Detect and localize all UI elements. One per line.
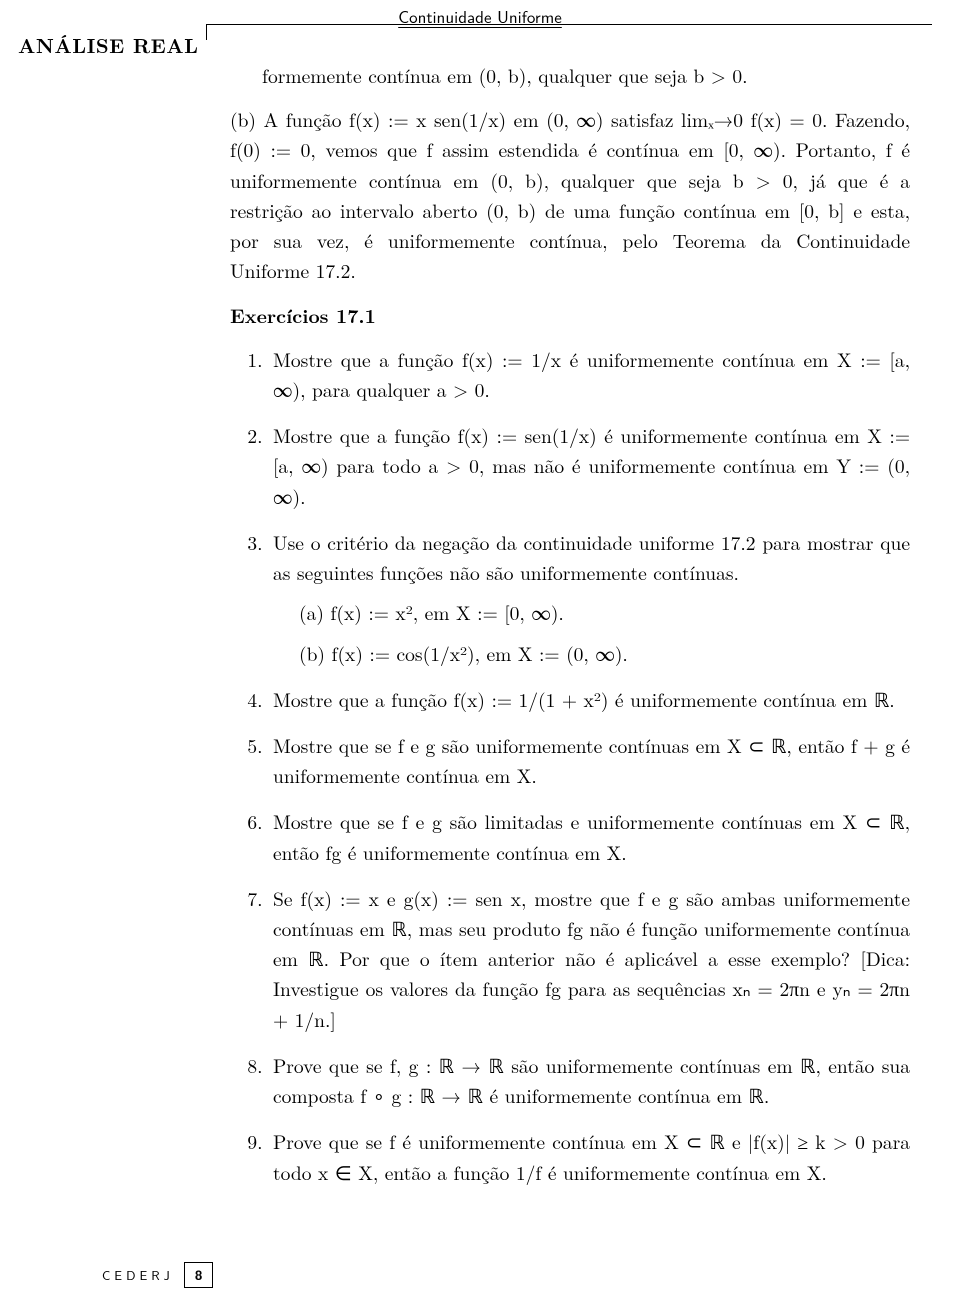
exercise-4: Mostre que a função f(x) := 1/(1 + x²) é…: [269, 684, 910, 714]
exercise-3-text: Use o critério da negação da continuidad…: [273, 528, 910, 586]
exercise-6: Mostre que se f e g são limitadas e unif…: [269, 806, 910, 866]
page-number: 8: [184, 1262, 214, 1288]
exercise-2: Mostre que a função f(x) := sen(1/x) é u…: [269, 420, 910, 511]
exercise-8: Prove que se f, g : ℝ → ℝ são uniformeme…: [269, 1050, 910, 1110]
side-title: ANÁLISE REAL: [18, 30, 198, 59]
content-area: formemente contínua em (0, b), qualquer …: [230, 60, 910, 1203]
page: Continuidade Uniforme ANÁLISE REAL forme…: [0, 0, 960, 1308]
exercise-3b: (b) f(x) := cos(1/x²), em X := (0, ∞).: [299, 638, 910, 668]
exercise-3-sub: (a) f(x) := x², em X := [0, ∞). (b) f(x)…: [299, 597, 910, 667]
footer-label: CEDERJ: [102, 1266, 174, 1285]
exercise-1: Mostre que a função f(x) := 1/x é unifor…: [269, 344, 910, 404]
exercise-3a: (a) f(x) := x², em X := [0, ∞).: [299, 597, 910, 627]
exercise-7: Se f(x) := x e g(x) := sen x, mostre que…: [269, 883, 910, 1034]
exercise-5: Mostre que se f e g são uniformemente co…: [269, 730, 910, 790]
item-b: (b) A função f(x) := x sen(1/x) em (0, ∞…: [230, 104, 910, 285]
exercise-3: Use o critério da negação da continuidad…: [269, 527, 910, 668]
paragraph-opening: formemente contínua em (0, b), qualquer …: [262, 60, 910, 90]
exercise-9: Prove que se f é uniformemente contínua …: [269, 1126, 910, 1186]
header-rule: [206, 24, 932, 25]
exercises-heading: Exercícios 17.1: [230, 300, 910, 330]
header-rule-vert: [206, 24, 207, 40]
footer: CEDERJ 8: [102, 1262, 213, 1288]
running-title: Continuidade Uniforme: [0, 4, 960, 29]
exercises-list: Mostre que a função f(x) := 1/x é unifor…: [230, 344, 910, 1187]
